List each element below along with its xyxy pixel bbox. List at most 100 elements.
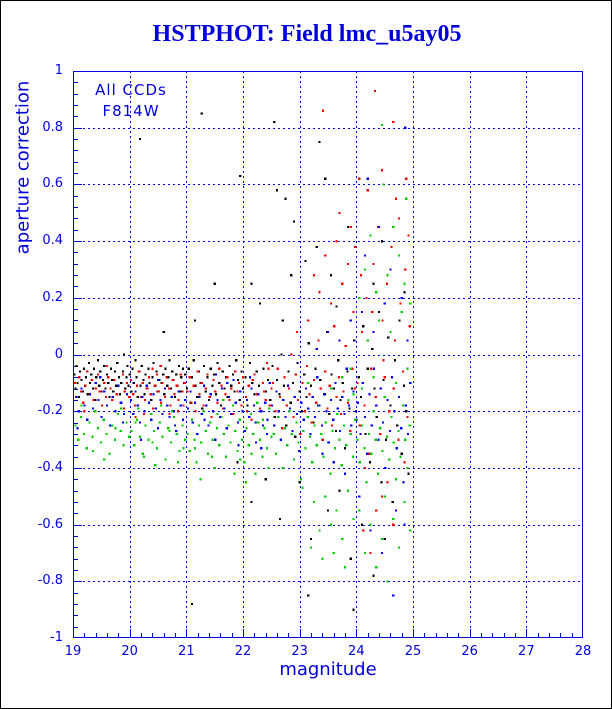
data-point	[384, 466, 387, 470]
data-point	[403, 291, 406, 294]
data-point	[225, 427, 228, 430]
data-point	[246, 398, 249, 402]
data-point	[174, 424, 177, 427]
data-point	[181, 367, 185, 370]
data-point	[328, 384, 331, 387]
data-point	[157, 427, 160, 430]
data-point	[358, 177, 361, 180]
data-point	[127, 384, 130, 387]
data-point	[330, 373, 333, 376]
data-point	[145, 384, 148, 387]
data-point	[365, 481, 368, 484]
data-point	[134, 415, 137, 419]
data-point	[278, 517, 281, 521]
data-point	[266, 379, 270, 382]
data-point	[181, 418, 185, 421]
data-point	[372, 282, 375, 285]
data-point	[403, 461, 406, 464]
data-point	[332, 418, 335, 421]
data-point	[166, 384, 169, 387]
data-point	[161, 381, 164, 385]
data-point	[392, 121, 395, 124]
data-point	[76, 381, 79, 385]
data-point	[150, 418, 153, 421]
data-point	[213, 282, 216, 285]
data-point	[393, 359, 397, 362]
annotation-filter: F814W	[102, 102, 160, 120]
y-tick-label: -0.8	[37, 573, 63, 589]
data-point	[372, 367, 376, 370]
plot-frame	[73, 71, 583, 638]
data-point	[311, 461, 314, 464]
data-point	[155, 447, 159, 450]
data-point	[177, 398, 180, 402]
y-tick-label: -0.6	[37, 516, 63, 532]
data-point	[341, 537, 344, 540]
data-point	[227, 396, 230, 399]
data-point	[325, 410, 328, 413]
data-point	[226, 381, 229, 385]
data-point	[370, 424, 373, 427]
data-point	[400, 452, 403, 455]
data-point	[145, 387, 148, 390]
data-point	[91, 449, 94, 453]
data-point	[186, 432, 189, 436]
data-point	[335, 396, 338, 399]
data-point	[187, 407, 190, 410]
data-point	[386, 274, 389, 277]
data-point	[319, 387, 322, 390]
data-point	[388, 430, 391, 433]
data-point	[285, 404, 288, 407]
data-point	[370, 367, 373, 370]
data-point	[264, 478, 267, 481]
data-point	[85, 447, 88, 450]
data-point	[312, 421, 315, 424]
data-point	[345, 367, 348, 370]
data-point	[239, 174, 242, 178]
data-point	[280, 438, 283, 441]
data-point	[381, 319, 384, 322]
data-point	[397, 430, 400, 433]
data-point	[169, 404, 172, 407]
data-point	[272, 432, 275, 436]
data-point	[369, 523, 372, 526]
data-point	[303, 410, 306, 413]
data-point	[231, 373, 234, 376]
data-points-blue	[74, 126, 412, 597]
data-point	[264, 398, 267, 402]
data-point	[226, 396, 229, 399]
data-point	[202, 410, 205, 413]
data-point	[332, 387, 335, 390]
data-point	[111, 379, 114, 382]
data-point	[352, 390, 355, 393]
data-point	[363, 268, 366, 271]
data-point	[270, 404, 274, 407]
data-point	[366, 339, 369, 342]
data-point	[193, 438, 196, 441]
data-point	[393, 410, 396, 413]
data-point	[104, 396, 108, 399]
data-point	[405, 197, 408, 200]
data-point	[91, 435, 94, 438]
data-point	[320, 432, 323, 436]
data-point	[371, 311, 374, 314]
data-point	[184, 438, 187, 441]
data-point	[189, 390, 192, 393]
data-point	[315, 245, 318, 248]
data-point	[106, 364, 109, 367]
data-point	[189, 401, 192, 404]
data-point	[324, 254, 327, 257]
data-point	[156, 390, 159, 393]
data-point	[376, 472, 380, 475]
data-point	[235, 359, 238, 362]
data-point	[107, 376, 110, 379]
data-point	[346, 225, 349, 229]
data-point	[329, 274, 332, 277]
data-point	[191, 418, 194, 421]
data-point	[129, 379, 132, 382]
data-point	[178, 449, 181, 453]
data-point	[326, 407, 329, 410]
data-point	[276, 189, 279, 192]
data-point	[130, 430, 133, 433]
data-point	[292, 415, 295, 419]
